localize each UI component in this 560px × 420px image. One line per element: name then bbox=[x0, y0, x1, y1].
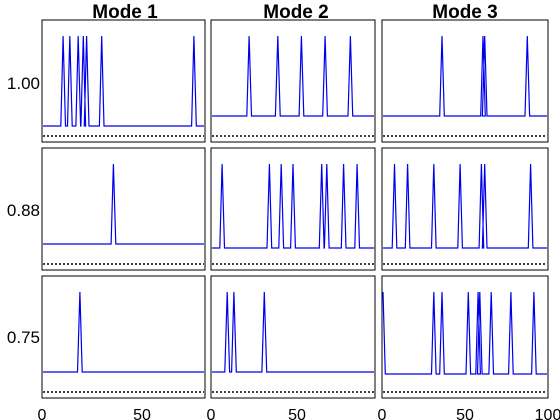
x-tick-label-mode-1-0: 0 bbox=[38, 407, 47, 420]
series-line-0-75-mode-3 bbox=[382, 291, 547, 375]
small-multiples-grid bbox=[41, 19, 549, 399]
panel-frame-1-00-mode-2 bbox=[210, 19, 376, 143]
row-label-0-75: 0.75 bbox=[7, 328, 40, 347]
panel-frame-1-00-mode-1 bbox=[41, 19, 206, 143]
x-tick-label-mode-3-0: 0 bbox=[378, 407, 387, 420]
x-tick-label-mode-1-50: 50 bbox=[133, 407, 151, 420]
panel-frame-0-75-mode-3 bbox=[381, 275, 549, 399]
x-tick-label-mode-2-50: 50 bbox=[288, 407, 306, 420]
row-label-0-88: 0.88 bbox=[7, 201, 40, 220]
panel-frame-0-75-mode-1 bbox=[41, 275, 206, 399]
series-line-1-00-mode-2 bbox=[212, 35, 374, 117]
x-tick-label-mode-3-50: 50 bbox=[456, 407, 474, 420]
series-line-0-75-mode-2 bbox=[212, 291, 374, 373]
row-label-1-00: 1.00 bbox=[7, 74, 40, 93]
series-line-0-88-mode-2 bbox=[212, 163, 374, 249]
panel-frame-0-75-mode-2 bbox=[210, 275, 376, 399]
column-title-mode-1: Mode 1 bbox=[92, 2, 158, 23]
series-line-0-88-mode-3 bbox=[383, 163, 547, 249]
series-line-1-00-mode-3 bbox=[383, 35, 547, 117]
panel-frame-0-88-mode-1 bbox=[41, 147, 206, 271]
series-line-0-75-mode-1 bbox=[43, 291, 204, 373]
column-title-mode-3: Mode 3 bbox=[432, 2, 497, 23]
x-tick-label-mode-2-0: 0 bbox=[207, 407, 216, 420]
panel-frame-0-88-mode-3 bbox=[381, 147, 549, 271]
series-line-0-88-mode-1 bbox=[43, 163, 204, 245]
x-tick-label-mode-3-100: 100 bbox=[535, 407, 560, 420]
column-title-mode-2: Mode 2 bbox=[263, 2, 328, 23]
series-line-1-00-mode-1 bbox=[43, 35, 204, 127]
panel-frame-1-00-mode-3 bbox=[381, 19, 549, 143]
